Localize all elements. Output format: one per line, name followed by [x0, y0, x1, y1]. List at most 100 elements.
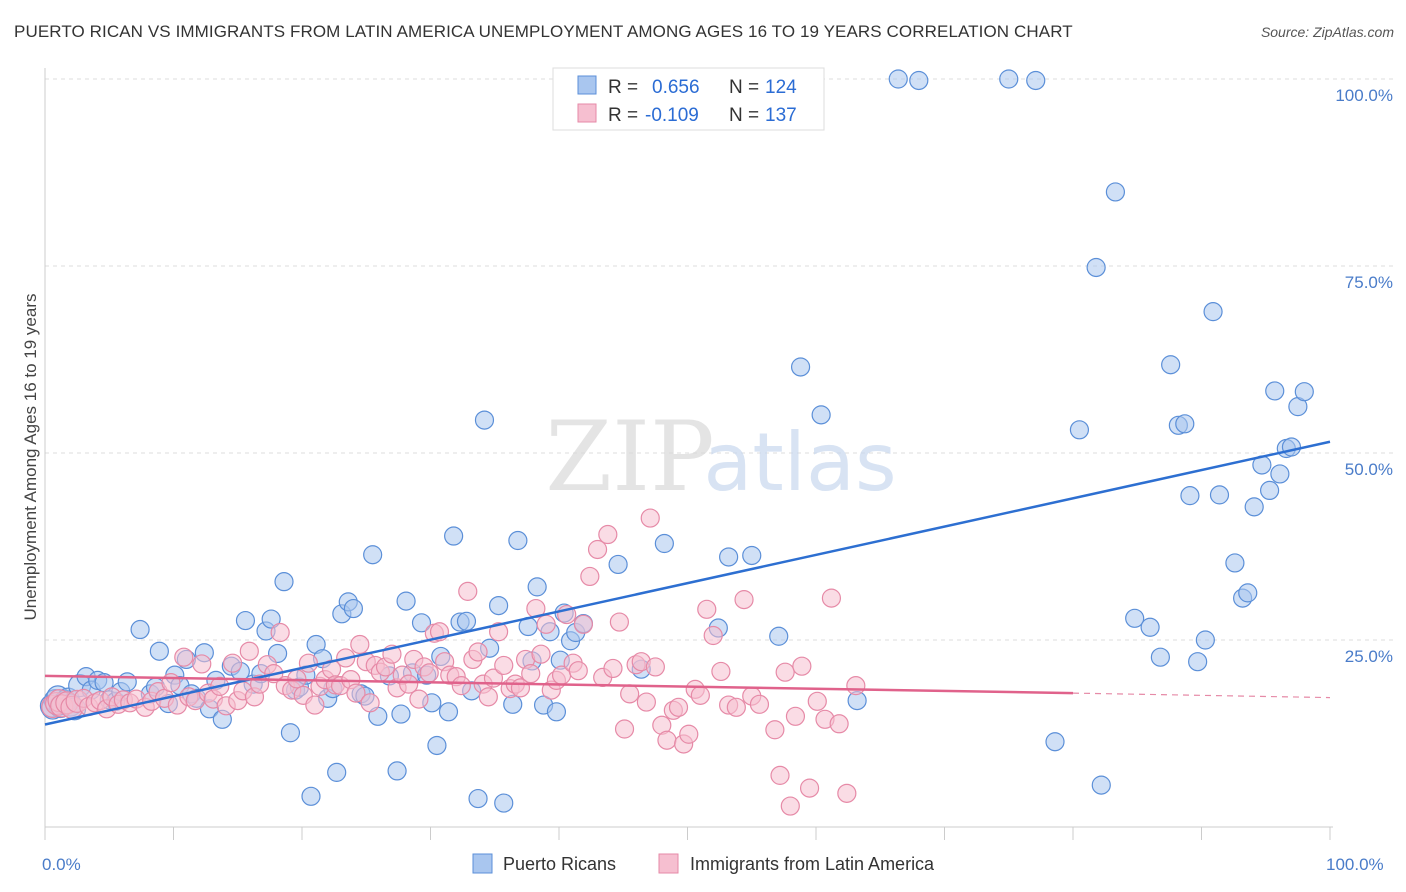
legend-swatch-blue [577, 75, 597, 95]
puerto-rican-point-18 [117, 672, 137, 692]
puerto-rican-point-78 [494, 793, 514, 813]
puerto-rican-point-19 [130, 619, 150, 640]
immigrant-point-67 [419, 663, 439, 683]
puerto-rican-point-129 [1270, 464, 1290, 484]
puerto-rican-point-102 [888, 69, 908, 89]
immigrant-point-98 [587, 539, 608, 560]
immigrant-point-119 [703, 625, 723, 646]
immigrant-point-73 [451, 676, 471, 696]
puerto-rican-point-67 [427, 735, 447, 756]
puerto-rican-point-106 [1045, 732, 1065, 752]
puerto-rican-point-110 [1105, 182, 1126, 202]
trend-lines [44, 440, 1331, 726]
puerto-rican-point-111 [1125, 608, 1145, 628]
series-legend: Puerto Ricans Immigrants from Latin Amer… [472, 853, 935, 874]
immigrant-point-115 [679, 724, 699, 744]
immigrant-point-107 [636, 692, 656, 712]
puerto-rican-point-121 [1209, 485, 1230, 505]
puerto-rican-point-133 [1294, 382, 1314, 402]
puerto-rican-point-118 [1188, 652, 1208, 672]
y-axis-label: Unemployment Among Ages 16 to 19 years [21, 294, 40, 621]
immigrant-point-111 [657, 730, 677, 750]
immigrant-point-88 [531, 644, 551, 664]
legend-n-value-blue: 124 [765, 77, 797, 98]
puerto-rican-point-105 [1026, 70, 1046, 91]
immigrant-point-97 [580, 566, 600, 587]
puerto-rican-point-39 [261, 609, 281, 629]
immigrant-point-127 [770, 765, 790, 785]
y-tick-label-50: 50.0% [1345, 460, 1393, 479]
immigrant-point-125 [749, 694, 770, 714]
source-label: Source: ZipAtlas.com [1260, 24, 1394, 40]
puerto-rican-point-54 [343, 598, 363, 619]
immigrant-point-100 [598, 524, 618, 545]
puerto-rican-point-92 [608, 554, 628, 575]
stats-legend: R = 0.656 N = 124 R = -0.109 N = 137 [552, 67, 825, 131]
immigrant-point-31 [223, 653, 243, 673]
immigrant-point-45 [305, 695, 325, 715]
immigrant-point-108 [640, 508, 660, 528]
puerto-rican-point-62 [396, 591, 416, 611]
x-ticks [44, 827, 1331, 840]
immigrant-point-137 [837, 783, 857, 803]
immigrant-point-103 [614, 719, 635, 739]
puerto-rican-point-75 [474, 410, 495, 430]
legend-r-label-blue: R = [608, 77, 638, 98]
puerto-rican-point-77 [489, 595, 509, 616]
immigrant-point-122 [726, 697, 746, 717]
bottom-legend-swatch-pink [658, 853, 679, 874]
puerto-rican-point-83 [527, 577, 547, 597]
puerto-rican-point-74 [468, 788, 488, 809]
puerto-rican-point-51 [327, 762, 347, 782]
y-tick-label-75: 75.0% [1345, 273, 1393, 292]
immigrant-point-104 [620, 684, 640, 704]
immigrant-point-109 [645, 657, 665, 677]
puerto-rican-point-42 [280, 723, 301, 743]
puerto-rican-point-108 [1086, 257, 1106, 278]
y-tick-label-100: 100.0% [1335, 86, 1393, 105]
puerto-rican-point-70 [444, 526, 464, 546]
puerto-rican-point-35 [235, 610, 256, 631]
puerto-rican-point-122 [1225, 553, 1245, 573]
immigrant-point-102 [609, 612, 629, 632]
puerto-rican-point-114 [1161, 355, 1181, 375]
puerto-rican-point-127 [1260, 480, 1280, 500]
immigrant-point-130 [785, 706, 806, 726]
immigrant-point-65 [409, 689, 429, 709]
puerto-rican-point-94 [654, 533, 674, 554]
puerto-rican-point-61 [391, 704, 411, 724]
grid-lines [45, 78, 1393, 641]
immigrant-point-132 [799, 778, 820, 798]
puerto-rican-point-22 [149, 641, 169, 661]
puerto-rican-point-128 [1265, 381, 1285, 401]
immigrant-point-86 [521, 664, 541, 684]
immigrant-point-101 [603, 658, 623, 679]
immigrant-point-117 [690, 685, 710, 705]
puerto-rican-point-109 [1091, 775, 1111, 795]
trend-line-puerto-ricans [44, 440, 1331, 726]
immigrant-point-63 [399, 674, 419, 694]
puerto-rican-point-131 [1281, 437, 1302, 457]
immigrant-point-120 [711, 661, 731, 682]
puerto-rican-point-97 [742, 545, 762, 566]
stats-legend-box [552, 67, 825, 131]
immigrant-point-78 [478, 687, 498, 707]
immigrant-point-80 [489, 622, 509, 642]
x-tick-label-min: 0.0% [42, 855, 81, 874]
x-tick-label-max: 100.0% [1326, 855, 1384, 874]
puerto-rican-point-57 [363, 545, 383, 565]
puerto-rican-point-64 [411, 613, 432, 633]
legend-swatch-pink [577, 103, 597, 123]
legend-r-value-pink: -0.109 [645, 105, 699, 126]
immigrant-point-21 [161, 673, 181, 693]
puerto-rican-point-124 [1238, 583, 1258, 603]
puerto-rican-point-60 [387, 761, 407, 781]
immigrant-point-96 [573, 614, 594, 634]
puerto-rican-point-116 [1175, 414, 1195, 434]
puerto-rican-point-100 [811, 405, 831, 425]
immigrant-point-138 [846, 676, 866, 696]
trend-line-immigrants-extension [1072, 692, 1331, 699]
puerto-rican-point-104 [999, 69, 1019, 89]
immigrant-point-123 [734, 590, 754, 610]
